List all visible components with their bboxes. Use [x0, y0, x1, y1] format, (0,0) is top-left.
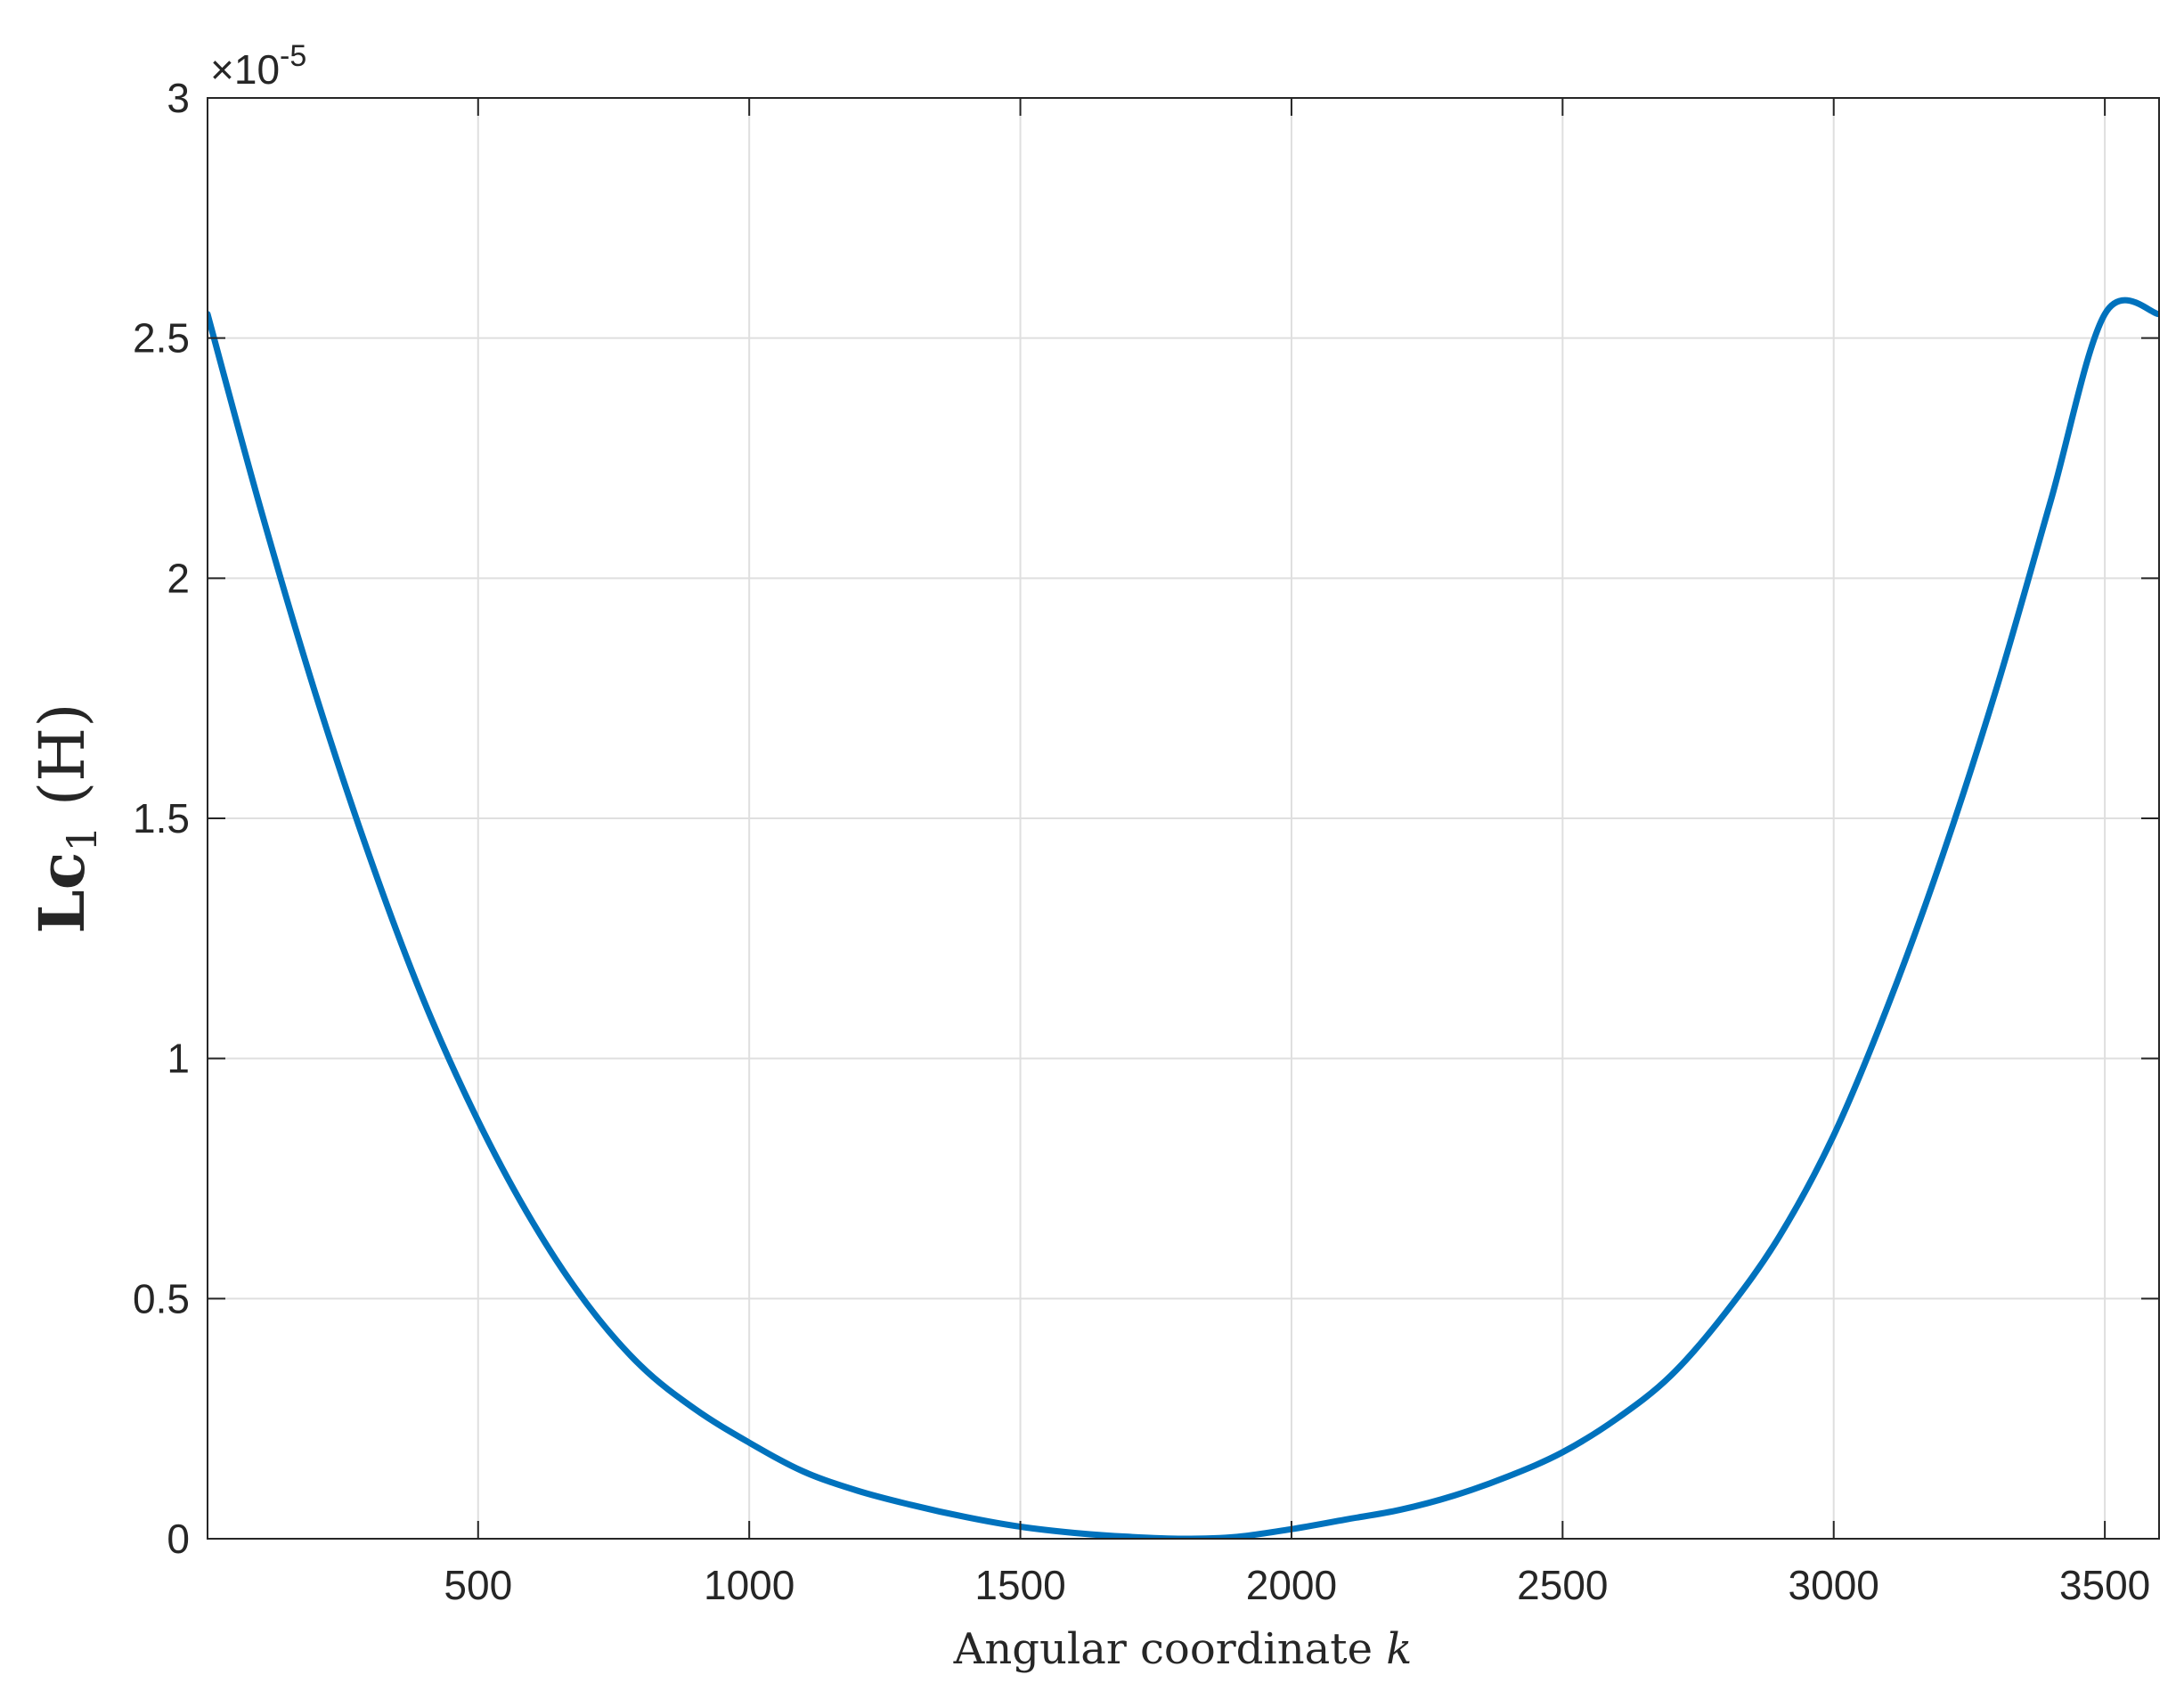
- y-tick-label: 1.5: [133, 795, 190, 841]
- y-tick-label: 0.5: [133, 1275, 190, 1321]
- y-tick-label: 3: [167, 75, 190, 121]
- y-tick-label: 2: [167, 555, 190, 601]
- x-tick-labels: 500 1000 1500 2000 2500 3000 3500: [444, 1562, 2150, 1608]
- x-tick-label: 2500: [1517, 1562, 1608, 1608]
- y-tick-label: 0: [167, 1516, 190, 1562]
- tick-marks: [208, 97, 2159, 1540]
- y-tick-label: 2.5: [133, 315, 190, 362]
- y-multiplier-exponent: -5: [280, 39, 306, 73]
- x-tick-label: 2000: [1246, 1562, 1337, 1608]
- y-tick-labels: 0 0.5 1 1.5 2 2.5 3: [133, 75, 190, 1562]
- y-axis-title-unit: (H): [26, 703, 99, 825]
- x-tick-label: 3500: [2059, 1562, 2150, 1608]
- y-axis-title: Lc1 (H): [25, 703, 106, 933]
- y-axis-title-subscript: 1: [58, 825, 106, 851]
- y-multiplier-label: ×10-5: [210, 39, 306, 93]
- x-axis-title-variable: k: [1386, 1624, 1412, 1674]
- x-axis-title: Angular coordinate k: [953, 1624, 1413, 1674]
- x-tick-label: 1500: [974, 1562, 1065, 1608]
- x-tick-label: 1000: [704, 1562, 795, 1608]
- x-tick-label: 3000: [1789, 1562, 1879, 1608]
- y-axis-title-main: Lc: [25, 852, 99, 934]
- x-axis-title-text: Angular coordinate: [953, 1624, 1387, 1674]
- x-tick-label: 500: [444, 1562, 512, 1608]
- y-tick-label: 1: [167, 1036, 190, 1082]
- y-multiplier-base: ×10: [210, 46, 280, 93]
